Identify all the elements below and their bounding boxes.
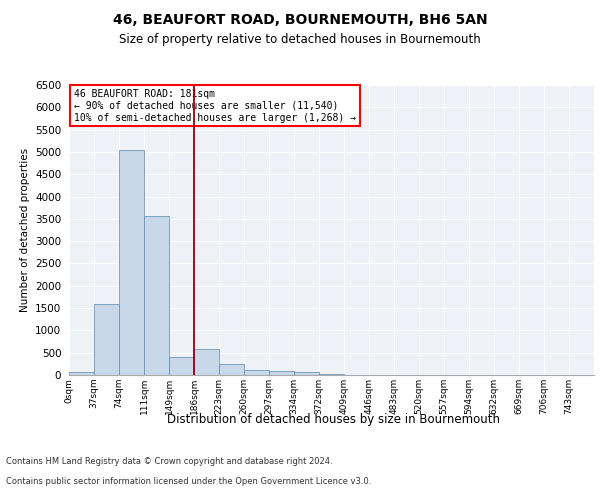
Text: Distribution of detached houses by size in Bournemouth: Distribution of detached houses by size …	[167, 412, 500, 426]
Y-axis label: Number of detached properties: Number of detached properties	[20, 148, 29, 312]
Bar	[269, 371, 294, 375]
Bar	[294, 372, 319, 375]
Text: Size of property relative to detached houses in Bournemouth: Size of property relative to detached ho…	[119, 32, 481, 46]
Bar	[194, 348, 219, 375]
Bar	[119, 150, 144, 375]
Bar	[219, 364, 244, 375]
Bar	[319, 374, 344, 375]
Bar	[144, 216, 169, 375]
Bar	[69, 372, 94, 375]
Bar	[94, 304, 119, 375]
Text: Contains HM Land Registry data © Crown copyright and database right 2024.: Contains HM Land Registry data © Crown c…	[6, 458, 332, 466]
Bar	[244, 370, 269, 375]
Bar	[169, 357, 194, 375]
Text: Contains public sector information licensed under the Open Government Licence v3: Contains public sector information licen…	[6, 478, 371, 486]
Text: 46 BEAUFORT ROAD: 181sqm
← 90% of detached houses are smaller (11,540)
10% of se: 46 BEAUFORT ROAD: 181sqm ← 90% of detach…	[74, 90, 356, 122]
Text: 46, BEAUFORT ROAD, BOURNEMOUTH, BH6 5AN: 46, BEAUFORT ROAD, BOURNEMOUTH, BH6 5AN	[113, 12, 487, 26]
